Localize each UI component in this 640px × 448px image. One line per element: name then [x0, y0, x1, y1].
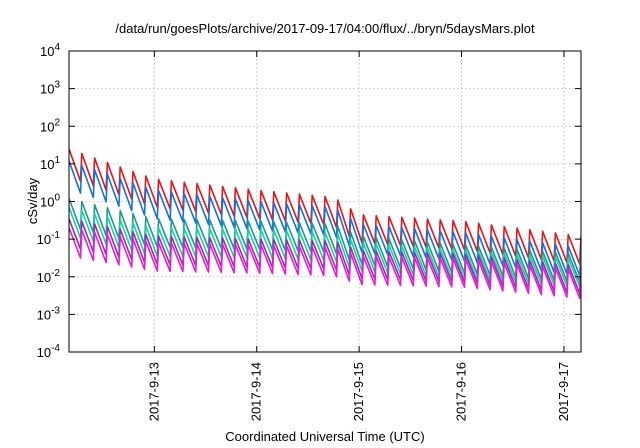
- y-tick-label: 10-3: [37, 305, 61, 322]
- x-tick-label: 2017-9-15: [351, 362, 366, 421]
- y-tick-label: 10-2: [37, 268, 61, 285]
- x-axis-label: Coordinated Universal Time (UTC): [225, 429, 424, 444]
- series-line-6: [69, 227, 581, 299]
- y-tick-label: 10-4: [37, 343, 61, 360]
- x-tick-label: 2017-9-14: [249, 362, 264, 421]
- chart-title: /data/run/goesPlots/archive/2017-09-17/0…: [115, 21, 535, 36]
- series-group: [69, 148, 581, 299]
- x-tick-label: 2017-9-16: [454, 362, 469, 421]
- x-tick-label: 2017-9-17: [556, 362, 571, 421]
- y-tick-label: 102: [40, 117, 60, 134]
- y-tick-label: 101: [40, 155, 60, 172]
- y-tick-label: 103: [40, 80, 60, 97]
- y-tick-label: 100: [40, 193, 60, 210]
- y-tick-label: 10-1: [37, 230, 61, 247]
- y-axis-label: cSv/day: [25, 177, 40, 224]
- x-tick-label: 2017-9-13: [146, 362, 161, 421]
- y-tick-label: 104: [40, 42, 60, 59]
- x-axis: 2017-9-13 2017-9-14 2017-9-15 2017-9-16 2017…: [146, 51, 571, 421]
- y-axis: 104 103 102 101 100 10-1 10-2 10-3 10-4: [37, 42, 581, 360]
